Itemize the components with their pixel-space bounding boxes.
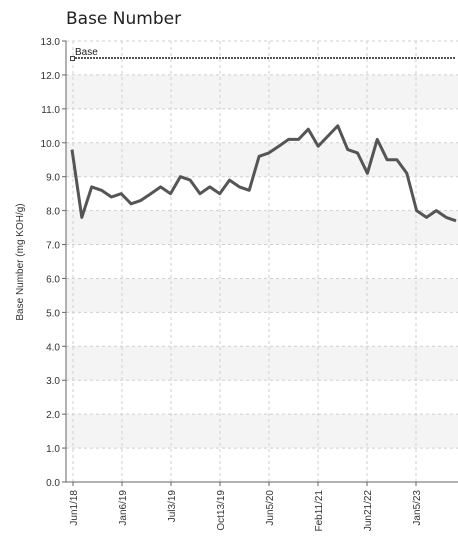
y-tick-label: 8.0 (46, 207, 60, 218)
x-tick-label: Jul3/19 (167, 490, 178, 523)
x-tick-label: Oct13/19 (216, 490, 227, 531)
x-axis-ticks: Jun1/18 Jan6/19 Jul3/19 Oct13/19 Jun5/20 Feb1… (69, 482, 423, 532)
y-axis-ticks: 0.0 1.0 2.0 3.0 4.0 5.0 6.0 7.0 8.0 9.0 10.0 11.0 12… (41, 37, 66, 489)
y-tick-label: 13.0 (41, 37, 61, 48)
y-tick-label: 10.0 (41, 139, 61, 150)
y-tick-label: 7.0 (46, 241, 60, 252)
y-tick-label: 6.0 (46, 274, 60, 285)
y-tick-label: 12.0 (41, 71, 61, 82)
y-tick-label: 3.0 (46, 376, 60, 387)
plot-band (66, 142, 458, 177)
x-tick-label: Jun21/22 (363, 490, 374, 532)
y-tick-label: 9.0 (46, 173, 60, 184)
y-tick-label: 1.0 (46, 444, 60, 455)
y-tick-label: 11.0 (41, 105, 60, 116)
x-tick-label: Jan5/23 (412, 490, 423, 526)
y-tick-label: 0.0 (46, 478, 60, 489)
chart-title: Base Number (66, 9, 182, 29)
plot-band (66, 74, 458, 109)
grid-lines (66, 40, 458, 483)
x-tick-label: Jun5/20 (265, 490, 276, 526)
axes (65, 41, 458, 483)
x-tick-label: Jun1/18 (69, 490, 80, 526)
series-lines (70, 57, 457, 223)
legend: Base (70, 47, 98, 61)
y-tick-label: 4.0 (46, 342, 60, 353)
legend-label-base: Base (75, 47, 98, 58)
x-tick-label: Jan6/19 (118, 490, 129, 526)
y-axis-label: Base Number (mg KOH/g) (15, 203, 26, 320)
y-tick-label: 2.0 (46, 410, 60, 421)
x-tick-label: Feb11/21 (314, 490, 325, 532)
y-tick-label: 5.0 (46, 308, 60, 319)
plot-bands (66, 74, 458, 449)
legend-marker (70, 56, 75, 61)
plot-band (66, 346, 458, 381)
plot-band (66, 278, 458, 313)
base-number-series-line (70, 124, 457, 223)
plot-band (66, 414, 458, 449)
plot-band (66, 210, 458, 245)
